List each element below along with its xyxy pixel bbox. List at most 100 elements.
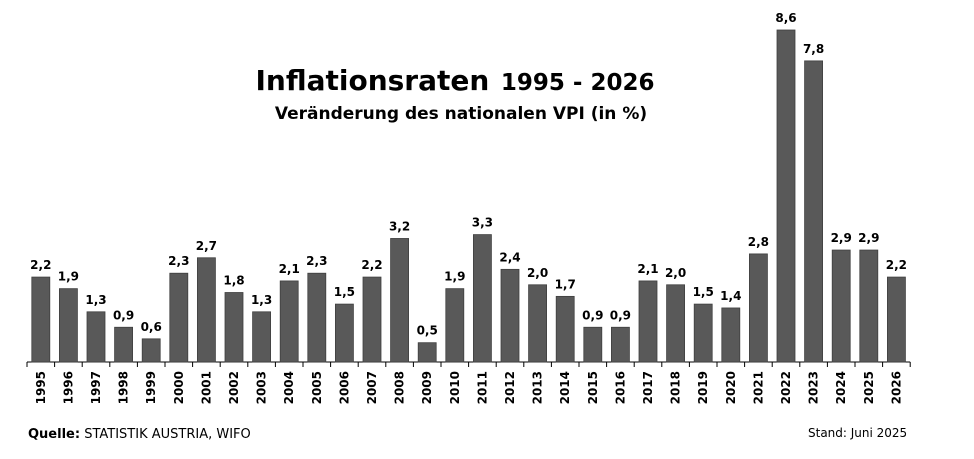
x-tick-label: 2023 [807,371,821,404]
x-tick-label: 2003 [255,371,269,404]
x-tick-label: 2000 [172,371,186,404]
data-label: 2,0 [527,266,548,280]
bar [749,253,768,363]
x-tick-label: 1996 [61,371,75,404]
bar [472,234,492,363]
title-years: 1995 - 2026 [501,70,655,96]
bar [666,284,685,363]
bar [555,295,575,363]
data-label: 1,5 [693,285,714,299]
data-label: 2,1 [279,262,300,276]
x-tick-label: 2020 [724,371,738,404]
x-tick-label: 2026 [889,371,903,404]
x-tick-label: 2005 [310,371,324,404]
x-tick-label: 2022 [779,371,793,404]
x-tick-label: 2012 [503,371,517,404]
bar [141,338,161,363]
bar [390,238,410,363]
bar [224,292,244,363]
bar [831,249,851,363]
data-label: 2,2 [361,258,382,272]
data-label: 2,4 [499,250,520,264]
data-label: 8,6 [775,11,796,25]
data-label: 2,8 [748,235,769,249]
source-label: Quelle: [28,427,81,442]
bar [334,303,354,363]
x-tick-label: 2017 [641,371,655,404]
data-label: 1,9 [58,270,79,284]
data-label: 2,0 [665,266,686,280]
x-tick-label: 2021 [751,371,765,404]
title-main: Inflationsraten [255,64,489,97]
data-label: 2,3 [306,254,327,268]
bar [196,257,216,363]
data-label: 1,3 [85,293,106,307]
x-tick-label: 1995 [34,371,48,404]
x-tick-label: 2013 [531,371,545,404]
data-label: 0,6 [141,320,162,334]
bar [31,276,51,363]
x-tick-label: 2014 [558,371,572,404]
bar [693,303,713,363]
data-label: 2,3 [168,254,189,268]
data-label: 0,9 [582,308,603,322]
x-tick-label: 2025 [862,371,876,404]
stand-note: Stand: Juni 2025 [808,426,908,440]
x-tick-label: 2004 [282,371,296,404]
source-text: STATISTIK AUSTRIA, WIFO [80,427,251,442]
x-tick-label: 2018 [669,371,683,404]
data-label: 1,3 [251,293,272,307]
data-label: 1,9 [444,270,465,284]
data-label: 2,2 [30,258,51,272]
bar [362,276,382,363]
x-tick-label: 2024 [834,371,848,404]
bar [86,311,106,363]
x-tick-label: 2006 [337,371,351,404]
chart-title: Inflationsraten 1995 - 2026 [255,64,654,97]
bar [583,326,603,363]
data-label: 1,7 [555,277,576,291]
bar [307,272,327,363]
bar [776,29,796,363]
x-tick-label: 1997 [89,371,103,404]
x-tick-label: 1998 [117,371,131,404]
bar [252,311,272,363]
bar [279,280,299,363]
bar [638,280,658,363]
data-label: 7,8 [803,42,824,56]
bar [887,276,906,363]
chart-subtitle: Veränderung des nationalen VPI (in %) [275,104,647,124]
data-label: 2,9 [831,231,852,245]
x-tick-label: 2001 [199,371,213,404]
data-label: 3,3 [472,216,493,230]
x-tick-label: 2007 [365,371,379,404]
data-label: 2,1 [637,262,658,276]
x-tick-label: 2019 [696,371,710,404]
bar [528,284,547,363]
data-label: 0,9 [113,308,134,322]
bar [500,268,520,363]
source-note: Quelle: STATISTIK AUSTRIA, WIFO [28,427,251,442]
bar [114,326,133,363]
data-label: 2,9 [858,231,879,245]
bar [804,60,823,363]
x-tick-label: 2009 [420,371,434,404]
x-tick-label: 1999 [144,371,158,404]
bar [169,272,189,363]
data-label: 1,5 [334,285,355,299]
data-label: 1,4 [720,289,741,303]
x-tick-label: 2011 [475,371,489,404]
x-tick-label: 2016 [613,371,627,404]
bar [611,326,630,363]
data-label: 0,5 [417,324,438,338]
x-tick-label: 2008 [393,371,407,404]
data-label: 2,7 [196,239,217,253]
data-label: 3,2 [389,219,410,233]
x-tick-label: 2010 [448,371,462,404]
bar [59,288,78,363]
data-label: 0,9 [610,308,631,322]
bar [859,249,879,363]
bar [445,288,465,363]
